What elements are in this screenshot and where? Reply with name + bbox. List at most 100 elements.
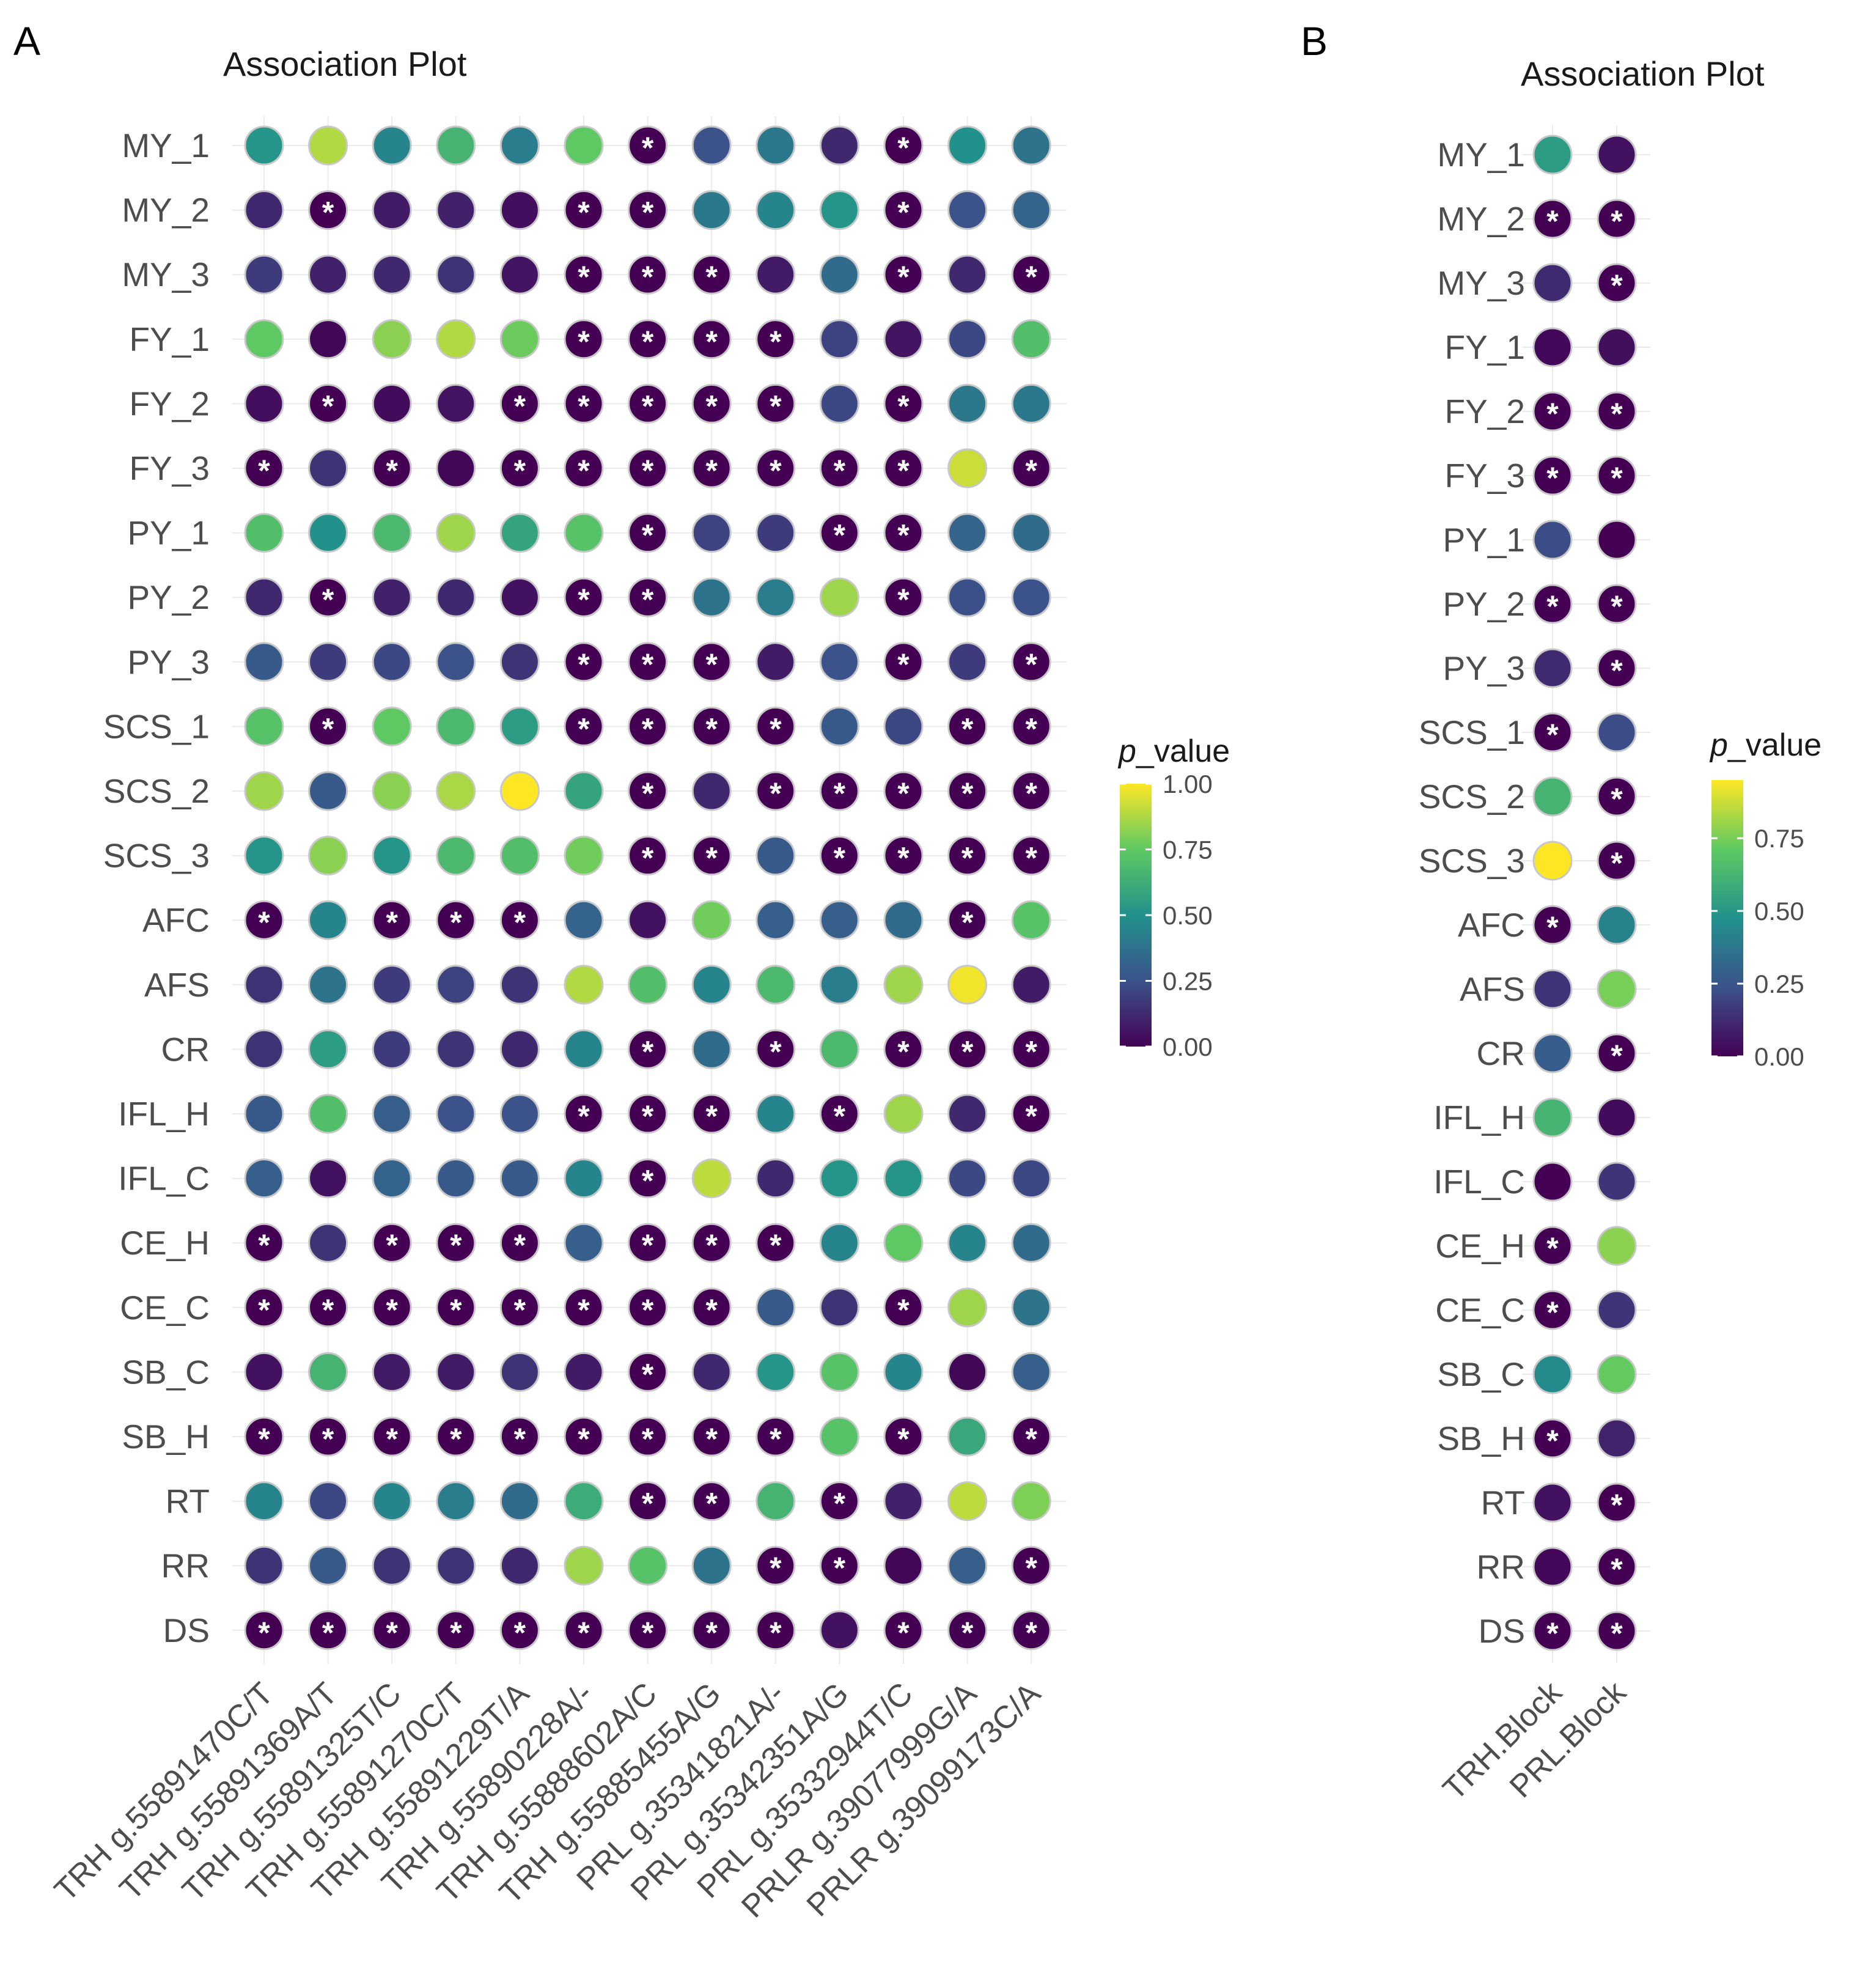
data-point	[947, 706, 988, 746]
data-point	[372, 1352, 412, 1392]
chart-title-b: Association Plot	[1521, 54, 1765, 93]
data-point	[564, 706, 604, 746]
data-point	[628, 771, 668, 811]
data-point	[244, 513, 284, 553]
significance-marker: *	[834, 841, 846, 875]
significance-marker: *	[450, 1293, 462, 1327]
data-point	[628, 1545, 668, 1586]
data-point	[499, 383, 540, 424]
significance-marker: *	[258, 1293, 270, 1327]
data-point	[308, 577, 348, 617]
significance-marker: *	[1611, 204, 1623, 238]
data-point	[947, 1416, 988, 1457]
data-point	[372, 1158, 412, 1199]
data-point	[564, 125, 604, 166]
data-point	[1532, 134, 1573, 175]
significance-marker: *	[514, 454, 526, 488]
data-point	[819, 383, 859, 424]
significance-marker: *	[770, 1616, 782, 1650]
data-point	[372, 706, 412, 746]
legend-tick-label: 0.50	[1754, 897, 1804, 926]
data-point	[308, 1481, 348, 1522]
data-point	[244, 706, 284, 746]
data-point	[755, 577, 796, 617]
data-point	[883, 706, 924, 746]
y-tick-label: IFL_H	[118, 1095, 210, 1133]
legend-tick-label: 1.00	[1163, 770, 1213, 798]
data-point	[308, 1158, 348, 1199]
data-point	[691, 577, 732, 617]
legend-tick-label: 0.25	[1163, 967, 1213, 996]
data-point	[499, 1094, 540, 1134]
data-point	[1532, 969, 1573, 1009]
data-point	[372, 577, 412, 617]
data-point	[1597, 1033, 1637, 1073]
data-point	[499, 1352, 540, 1392]
data-point	[755, 1416, 796, 1457]
data-point	[564, 1094, 604, 1134]
data-point	[628, 1352, 668, 1392]
significance-marker: *	[386, 1228, 398, 1262]
significance-marker: *	[705, 1228, 718, 1262]
significance-marker: *	[705, 1422, 718, 1456]
significance-marker: *	[1611, 397, 1623, 431]
data-point	[1532, 1162, 1573, 1202]
y-tick-label: MY_2	[1437, 200, 1525, 238]
data-point	[564, 577, 604, 617]
y-tick-label: FY_1	[1445, 328, 1525, 366]
significance-marker: *	[578, 454, 590, 488]
data-point	[436, 706, 476, 746]
data-point	[819, 319, 859, 359]
data-point	[819, 513, 859, 553]
significance-marker: *	[705, 1099, 718, 1133]
data-point	[947, 383, 988, 424]
data-point	[564, 642, 604, 682]
data-point	[244, 1223, 284, 1263]
data-point	[628, 577, 668, 617]
data-point	[947, 254, 988, 295]
data-point	[628, 1481, 668, 1522]
data-point	[1597, 905, 1637, 945]
data-point	[564, 836, 604, 876]
data-point	[499, 836, 540, 876]
data-point	[628, 1610, 668, 1651]
y-tick-label: CE_H	[1435, 1227, 1525, 1265]
y-tick-label: SCS_3	[1419, 842, 1525, 880]
data-point	[564, 319, 604, 359]
data-point	[628, 706, 668, 746]
data-point	[564, 448, 604, 488]
data-point	[947, 836, 988, 876]
significance-marker: *	[1611, 782, 1623, 816]
data-point	[819, 771, 859, 811]
data-point	[499, 513, 540, 553]
data-point	[308, 771, 348, 811]
data-point	[819, 1158, 859, 1199]
data-point	[691, 706, 732, 746]
data-point	[244, 1545, 284, 1586]
y-tick-label: DS	[163, 1611, 210, 1649]
significance-marker: *	[770, 389, 782, 423]
data-point	[436, 1545, 476, 1586]
significance-marker: *	[578, 583, 590, 617]
significance-marker: *	[705, 454, 718, 488]
data-point	[308, 642, 348, 682]
data-point	[755, 1545, 796, 1586]
data-point	[1532, 905, 1573, 945]
data-point	[308, 1094, 348, 1134]
data-point	[819, 190, 859, 230]
data-point	[1532, 1547, 1573, 1587]
data-point	[1011, 125, 1051, 166]
data-point	[755, 190, 796, 230]
data-point	[564, 383, 604, 424]
data-point	[308, 319, 348, 359]
data-point	[499, 1610, 540, 1651]
data-point	[1011, 1029, 1051, 1069]
data-point	[1597, 327, 1637, 367]
significance-marker: *	[322, 712, 334, 746]
data-point	[372, 900, 412, 940]
data-point	[372, 383, 412, 424]
significance-marker: *	[1546, 1231, 1559, 1265]
data-point	[883, 965, 924, 1005]
